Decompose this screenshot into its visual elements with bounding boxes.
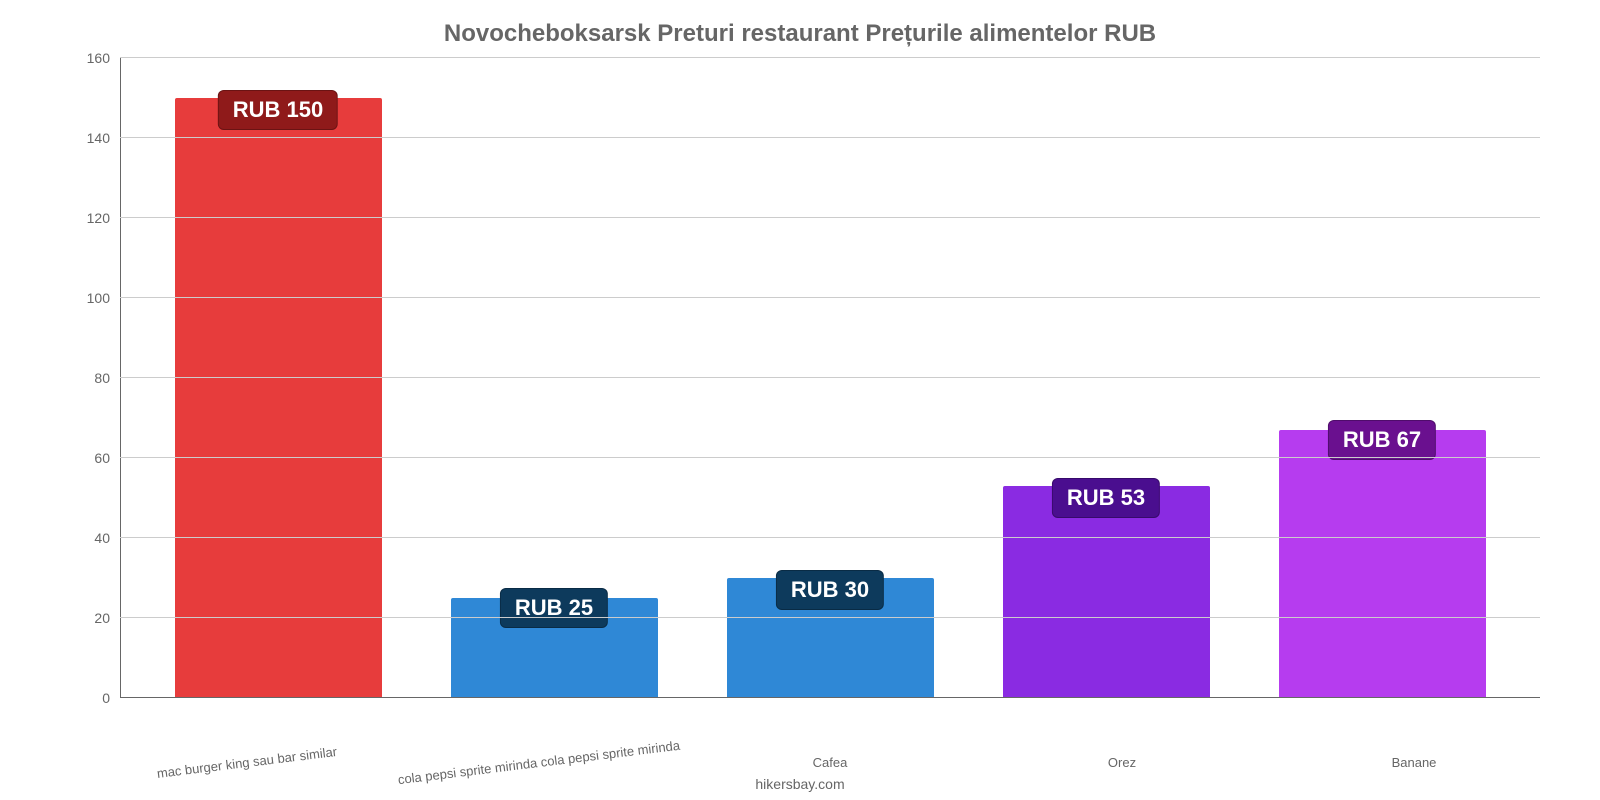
grid-line	[120, 617, 1540, 618]
grid-line	[120, 297, 1540, 298]
y-tick-label: 0	[102, 690, 120, 706]
y-tick-label: 60	[94, 450, 120, 466]
bar-value-label: RUB 53	[1052, 478, 1160, 518]
plot-area: RUB 150RUB 25RUB 30RUB 53RUB 67 02040608…	[120, 58, 1540, 698]
bar-slot: RUB 67	[1244, 58, 1520, 698]
bar-value-label: RUB 25	[500, 588, 608, 628]
bar: RUB 53	[1003, 486, 1210, 698]
y-tick-label: 160	[87, 50, 120, 66]
price-bar-chart: Novocheboksarsk Preturi restaurant Prețu…	[0, 0, 1600, 800]
y-tick-label: 140	[87, 130, 120, 146]
footer-credit: hikersbay.com	[0, 776, 1600, 792]
bar-slot: RUB 25	[416, 58, 692, 698]
x-axis-label: Cafea	[684, 755, 976, 770]
bar: RUB 30	[727, 578, 934, 698]
bar-value-label: RUB 30	[776, 570, 884, 610]
y-tick-label: 80	[94, 370, 120, 386]
grid-line	[120, 697, 1540, 698]
x-axis-label: Orez	[976, 755, 1268, 770]
bar-value-label: RUB 150	[218, 90, 338, 130]
grid-line	[120, 537, 1540, 538]
grid-line	[120, 457, 1540, 458]
bar: RUB 150	[175, 98, 382, 698]
bars-container: RUB 150 RUB 25 RUB 30 RUB 53 RUB 67	[120, 58, 1540, 698]
grid-line	[120, 137, 1540, 138]
grid-line	[120, 57, 1540, 58]
x-axis-label: Banane	[1268, 755, 1560, 770]
bar-value-label: RUB 67	[1328, 420, 1436, 460]
y-tick-label: 100	[87, 290, 120, 306]
bar-slot: RUB 30	[692, 58, 968, 698]
y-tick-label: 40	[94, 530, 120, 546]
chart-title: Novocheboksarsk Preturi restaurant Prețu…	[40, 20, 1560, 48]
y-tick-label: 120	[87, 210, 120, 226]
x-axis-labels: mac burger king sau bar similarcola peps…	[80, 755, 1580, 770]
bar-slot: RUB 53	[968, 58, 1244, 698]
y-tick-label: 20	[94, 610, 120, 626]
bar-slot: RUB 150	[140, 58, 416, 698]
grid-line	[120, 377, 1540, 378]
bar: RUB 67	[1279, 430, 1486, 698]
grid-line	[120, 217, 1540, 218]
bar: RUB 25	[451, 598, 658, 698]
